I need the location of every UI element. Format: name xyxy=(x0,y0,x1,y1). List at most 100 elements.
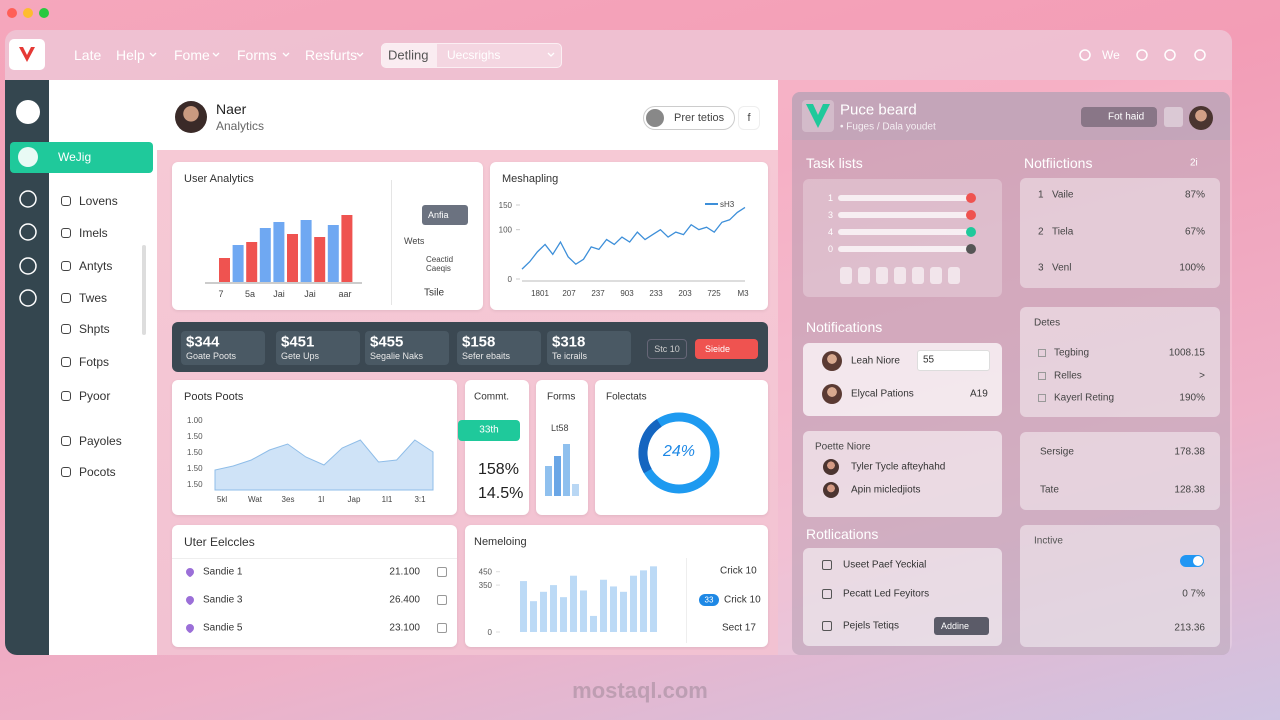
task-number: 1 xyxy=(828,193,834,203)
task-chip[interactable] xyxy=(930,267,942,284)
row-value: 0 7% xyxy=(1182,588,1205,600)
bar xyxy=(590,615,597,632)
kpi-box xyxy=(365,331,449,365)
nav-item[interactable]: Shpts xyxy=(79,322,110,336)
kpi-button[interactable] xyxy=(647,339,687,359)
sidebar-icon xyxy=(19,223,37,241)
y-tick-label: 1.50 xyxy=(187,480,203,489)
nav-item[interactable]: Twes xyxy=(79,291,108,305)
nav-item[interactable]: Pyoor xyxy=(79,389,111,403)
y-tick-label: 1.50 xyxy=(187,432,203,441)
card-title: Uter Eelccles xyxy=(184,535,255,549)
card-title: Nemeloing xyxy=(474,536,527,548)
kpi-button[interactable] xyxy=(695,339,758,359)
nav-item[interactable]: Fotps xyxy=(79,355,110,369)
task-chip[interactable] xyxy=(840,267,852,284)
task-chip[interactable] xyxy=(858,267,870,284)
bar xyxy=(600,579,607,632)
search-tab[interactable] xyxy=(382,44,437,67)
bar xyxy=(560,597,567,632)
box-title: Inctive xyxy=(1034,535,1063,547)
top-bar xyxy=(5,30,1232,80)
row-value: 128.38 xyxy=(1174,484,1205,496)
row-name: Vaile xyxy=(1052,189,1074,201)
right-button[interactable] xyxy=(1081,107,1157,127)
row-icon[interactable] xyxy=(437,623,447,633)
toolbar-icon xyxy=(1136,49,1148,61)
chevron xyxy=(282,52,290,57)
nav-item[interactable]: Pocots xyxy=(79,465,116,479)
task-chip[interactable] xyxy=(894,267,906,284)
select[interactable] xyxy=(917,350,990,371)
card-title: User Analytics xyxy=(184,173,254,185)
legend-button[interactable] xyxy=(422,205,468,225)
window-dot xyxy=(23,8,33,18)
commt-button[interactable] xyxy=(458,420,520,441)
kpi-label: Goate Poots xyxy=(186,351,237,361)
nav-item[interactable]: Resfurts xyxy=(305,47,358,63)
window-dot xyxy=(39,8,49,18)
task-chip[interactable] xyxy=(948,267,960,284)
nav-item[interactable]: Lovens xyxy=(79,194,118,208)
x-tick-label: 1l1 xyxy=(382,495,393,504)
row-icon[interactable] xyxy=(437,595,447,605)
kpi-button-label[interactable]: Sieide xyxy=(705,344,731,354)
legend-button-label[interactable]: Anfia xyxy=(428,210,449,220)
window-dot xyxy=(7,8,17,18)
row-name: Sandie 3 xyxy=(203,594,243,606)
nav-item[interactable]: Imels xyxy=(79,226,108,240)
x-tick-label: Jai xyxy=(304,289,316,299)
area-series xyxy=(214,439,434,491)
toggle[interactable] xyxy=(699,594,719,606)
active-item-label[interactable]: WeJig xyxy=(58,150,92,164)
nav-item[interactable]: Payoles xyxy=(79,434,122,448)
header-more[interactable] xyxy=(738,106,760,130)
avatar xyxy=(822,384,842,404)
search-text[interactable]: Uecsrighs xyxy=(447,48,501,62)
header-button-label[interactable]: Prer tetios xyxy=(674,112,725,124)
task-number: 4 xyxy=(828,227,834,237)
nav-item[interactable]: Fome xyxy=(174,47,210,63)
x-tick-label: Jap xyxy=(348,495,361,504)
rotlication-button[interactable] xyxy=(934,617,989,635)
divider xyxy=(391,180,392,305)
right-square[interactable] xyxy=(1164,107,1183,127)
bar xyxy=(341,215,353,282)
avatar xyxy=(823,482,839,498)
chevron xyxy=(149,52,157,57)
nav-item[interactable]: Antyts xyxy=(79,259,113,273)
row-icon[interactable] xyxy=(437,567,447,577)
row-name: Sandie 1 xyxy=(203,566,243,578)
bar xyxy=(570,575,577,632)
badge: 2i xyxy=(1190,157,1198,169)
bar xyxy=(572,484,579,496)
toggle-label[interactable]: 33 xyxy=(704,595,714,605)
nav-icon xyxy=(61,436,71,446)
search-tab[interactable]: Detling xyxy=(388,47,429,63)
task-chip[interactable] xyxy=(876,267,888,284)
people-name: Tyler Tycle afteyhahd xyxy=(851,461,946,473)
panel-button-label[interactable]: Fot haid xyxy=(1108,111,1145,123)
user-name[interactable]: We xyxy=(1102,48,1120,62)
bar xyxy=(232,245,244,282)
header-more-label[interactable]: f xyxy=(747,112,751,124)
rotlication-item: Pecatt Led Feyitors xyxy=(843,588,930,600)
nav-sidebar xyxy=(49,80,157,655)
rotlication-button-label[interactable]: Addine xyxy=(941,621,970,631)
nav-item[interactable]: Late xyxy=(74,47,102,63)
select-value[interactable]: 55 xyxy=(923,354,935,366)
row-value: 87% xyxy=(1184,189,1205,201)
task-bar xyxy=(838,246,975,252)
kpi-box xyxy=(181,331,265,365)
x-tick-label: 5kl xyxy=(217,495,227,504)
notfiictions-box xyxy=(1020,178,1220,288)
sidebar-icon xyxy=(19,190,37,208)
header-button-icon[interactable] xyxy=(646,109,664,127)
kpi-button-label[interactable]: Stc 10 xyxy=(654,344,680,354)
task-chip[interactable] xyxy=(912,267,924,284)
toggle-knob[interactable] xyxy=(1193,556,1203,566)
nav-item[interactable]: Help xyxy=(116,47,145,63)
commt-button-label[interactable]: 33th xyxy=(479,424,499,436)
nav-item[interactable]: Forms xyxy=(237,47,277,63)
task-number: 3 xyxy=(828,210,834,220)
